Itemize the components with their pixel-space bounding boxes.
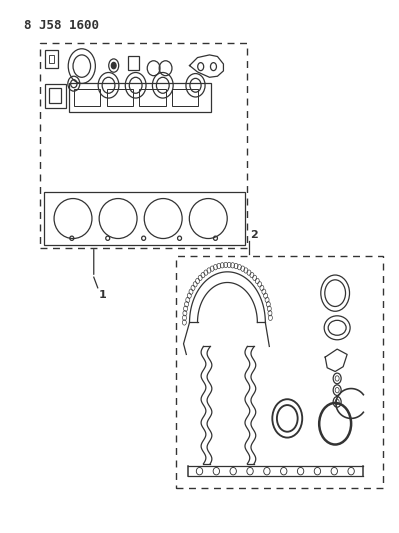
Bar (40, 43, 247, 248)
Text: 2: 2 (251, 230, 258, 240)
Text: 1: 1 (99, 290, 107, 301)
Bar (49, 55, 54, 63)
Ellipse shape (111, 62, 116, 69)
Text: 8 J58 1600: 8 J58 1600 (24, 19, 99, 31)
Bar (176, 256, 383, 488)
